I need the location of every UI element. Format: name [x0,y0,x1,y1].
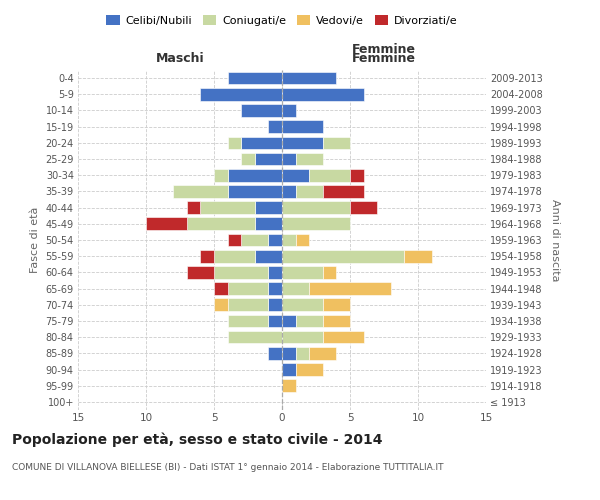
Bar [268,282,282,295]
Bar [282,88,364,101]
Bar [282,314,296,328]
Bar [227,72,282,85]
Bar [200,250,214,262]
Bar [282,169,309,181]
Bar [173,185,227,198]
Bar [323,185,364,198]
Text: Popolazione per età, sesso e stato civile - 2014: Popolazione per età, sesso e stato civil… [12,432,383,447]
Bar [241,136,282,149]
Bar [255,250,282,262]
Bar [255,202,282,214]
Legend: Celibi/Nubili, Coniugati/e, Vedovi/e, Divorziati/e: Celibi/Nubili, Coniugati/e, Vedovi/e, Di… [102,10,462,30]
Bar [282,136,323,149]
Bar [282,202,350,214]
Bar [404,250,431,262]
Bar [282,363,296,376]
Bar [187,202,200,214]
Bar [282,266,323,278]
Bar [268,266,282,278]
Bar [187,266,214,278]
Bar [146,218,187,230]
Bar [268,120,282,133]
Bar [323,331,364,344]
Bar [296,234,309,246]
Bar [214,169,227,181]
Bar [323,136,350,149]
Bar [255,152,282,166]
Text: COMUNE DI VILLANOVA BIELLESE (BI) - Dati ISTAT 1° gennaio 2014 - Elaborazione TU: COMUNE DI VILLANOVA BIELLESE (BI) - Dati… [12,462,443,471]
Bar [227,298,268,311]
Bar [296,314,323,328]
Bar [282,152,296,166]
Bar [282,234,296,246]
Bar [200,202,255,214]
Bar [350,169,364,181]
Bar [227,314,268,328]
Bar [282,120,323,133]
Bar [309,347,337,360]
Bar [296,347,309,360]
Bar [282,104,296,117]
Bar [282,72,337,85]
Bar [268,234,282,246]
Bar [282,347,296,360]
Bar [296,152,323,166]
Bar [309,282,391,295]
Bar [227,282,268,295]
Bar [214,282,227,295]
Bar [268,314,282,328]
Bar [268,298,282,311]
Bar [296,185,323,198]
Y-axis label: Anni di nascita: Anni di nascita [550,198,560,281]
Bar [241,152,255,166]
Text: Femmine: Femmine [352,44,416,57]
Bar [214,298,227,311]
Text: Maschi: Maschi [155,52,205,65]
Bar [282,185,296,198]
Y-axis label: Fasce di età: Fasce di età [30,207,40,273]
Bar [296,363,323,376]
Bar [268,347,282,360]
Bar [323,298,350,311]
Bar [282,218,350,230]
Bar [350,202,377,214]
Bar [214,250,255,262]
Bar [282,298,323,311]
Bar [227,169,282,181]
Bar [227,331,282,344]
Text: Femmine: Femmine [352,52,416,65]
Bar [282,282,309,295]
Bar [282,331,323,344]
Bar [227,136,241,149]
Bar [227,234,241,246]
Bar [255,218,282,230]
Bar [309,169,350,181]
Bar [323,314,350,328]
Bar [200,88,282,101]
Bar [227,185,282,198]
Bar [323,266,337,278]
Bar [282,380,296,392]
Bar [241,234,268,246]
Bar [187,218,255,230]
Bar [241,104,282,117]
Bar [214,266,268,278]
Bar [282,250,404,262]
